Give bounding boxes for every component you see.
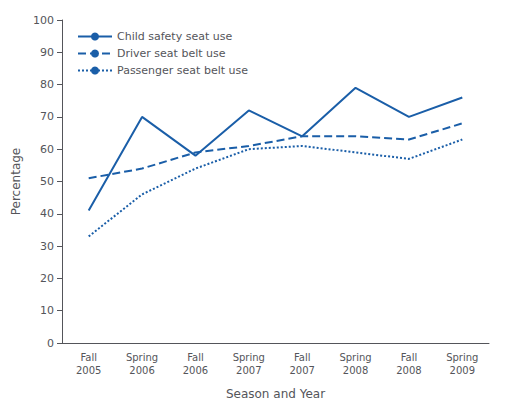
svg-text:2007: 2007 xyxy=(289,365,314,376)
svg-text:90: 90 xyxy=(40,46,54,59)
svg-text:Percentage: Percentage xyxy=(9,148,23,216)
svg-text:0: 0 xyxy=(47,337,54,350)
svg-text:Passenger seat belt use: Passenger seat belt use xyxy=(117,64,248,77)
svg-text:2008: 2008 xyxy=(396,365,421,376)
svg-text:60: 60 xyxy=(40,143,54,156)
svg-text:2008: 2008 xyxy=(343,365,368,376)
svg-text:50: 50 xyxy=(40,175,54,188)
svg-text:Fall: Fall xyxy=(187,352,204,363)
svg-text:2005: 2005 xyxy=(76,365,101,376)
svg-text:30: 30 xyxy=(40,240,54,253)
svg-text:Fall: Fall xyxy=(401,352,418,363)
svg-text:80: 80 xyxy=(40,78,54,91)
svg-text:2009: 2009 xyxy=(450,365,475,376)
svg-text:Fall: Fall xyxy=(80,352,97,363)
svg-text:Driver seat belt use: Driver seat belt use xyxy=(117,47,226,60)
svg-text:Child safety seat use: Child safety seat use xyxy=(117,30,232,43)
svg-text:20: 20 xyxy=(40,272,54,285)
svg-text:Spring: Spring xyxy=(233,352,265,363)
svg-text:40: 40 xyxy=(40,207,54,220)
svg-text:100: 100 xyxy=(33,14,54,27)
svg-text:Spring: Spring xyxy=(339,352,371,363)
svg-text:70: 70 xyxy=(40,110,54,123)
svg-text:2006: 2006 xyxy=(183,365,208,376)
svg-text:2007: 2007 xyxy=(236,365,261,376)
svg-text:Fall: Fall xyxy=(294,352,311,363)
svg-text:Spring: Spring xyxy=(446,352,478,363)
svg-text:Spring: Spring xyxy=(126,352,158,363)
svg-text:2006: 2006 xyxy=(129,365,154,376)
svg-text:Season and Year: Season and Year xyxy=(226,387,325,401)
svg-text:10: 10 xyxy=(40,304,54,317)
